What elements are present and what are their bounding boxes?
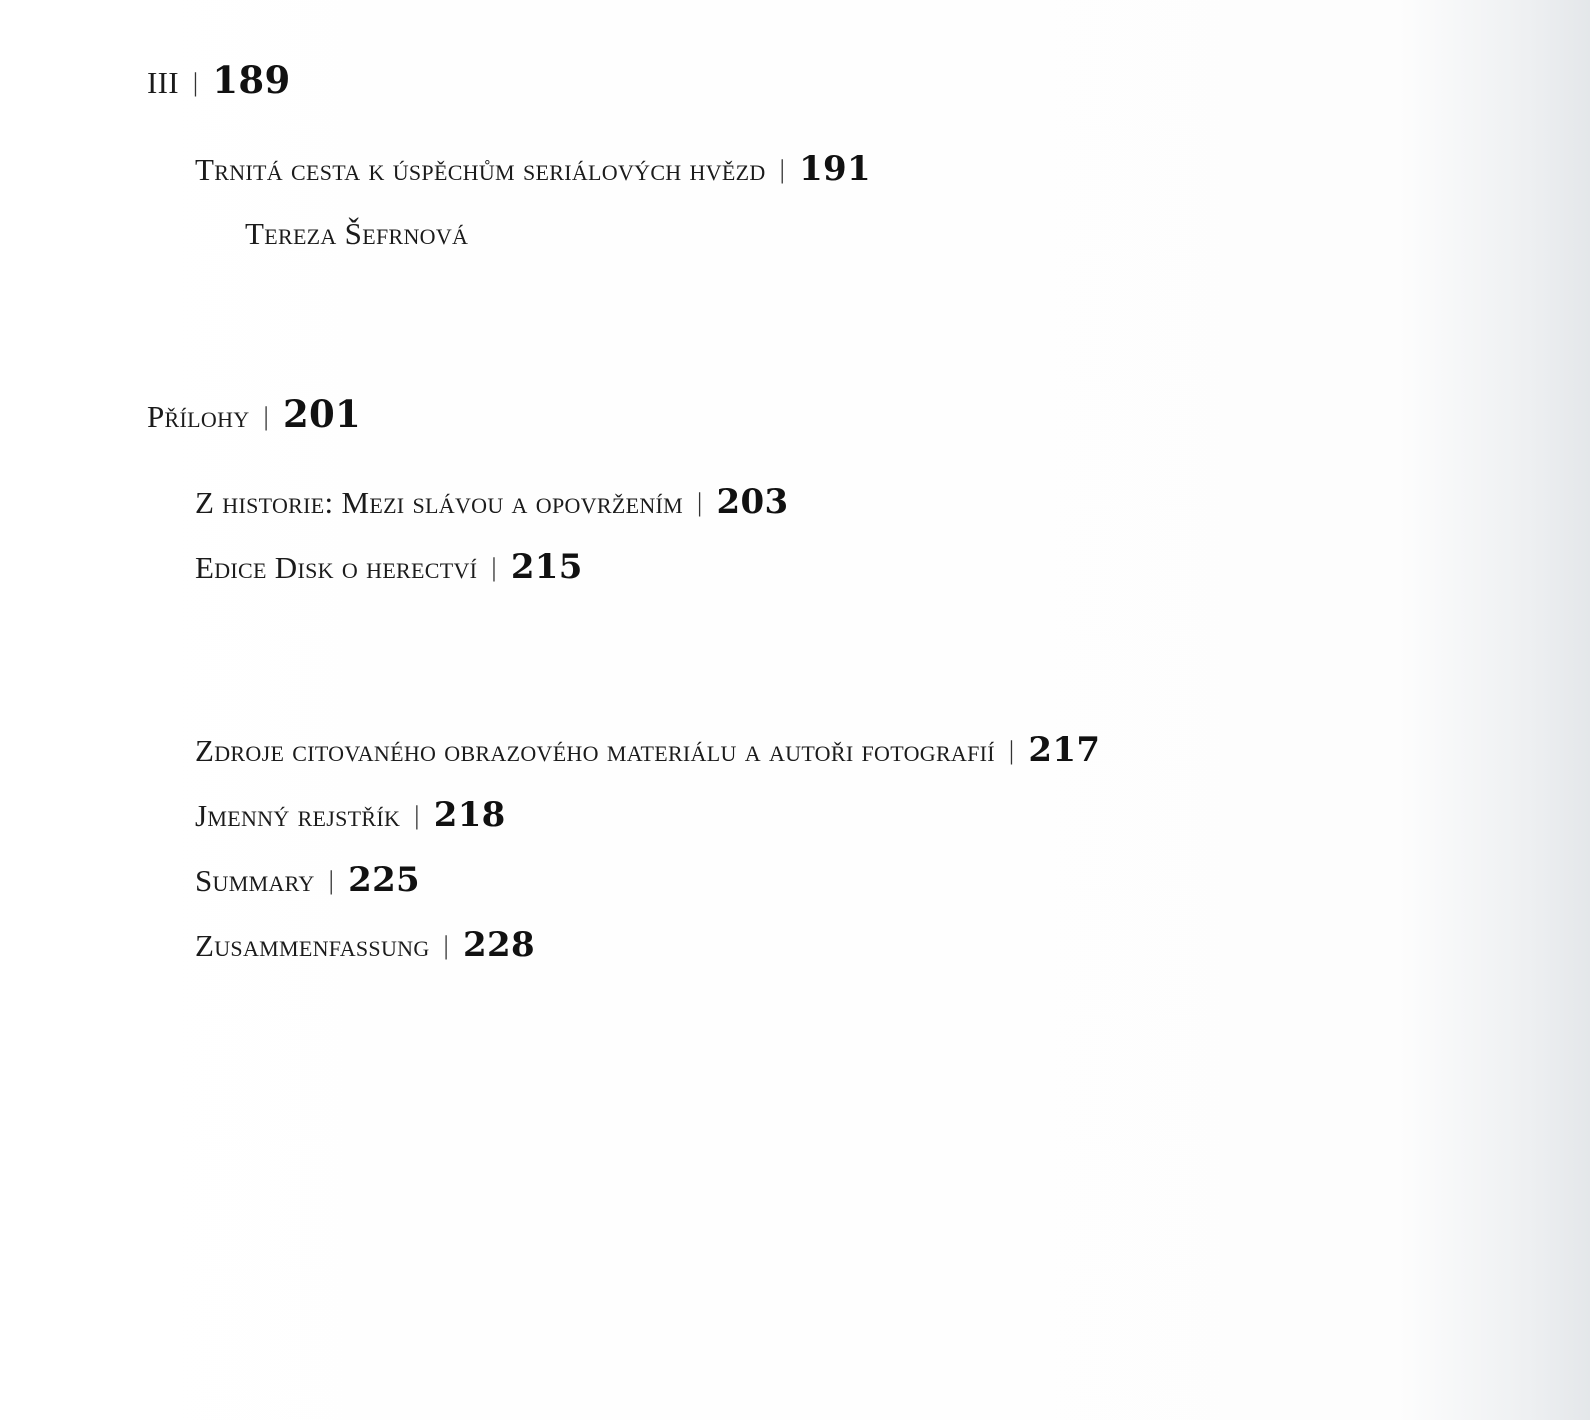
- toc-entry: Jmenný rejstřík | 218: [195, 795, 506, 838]
- toc-author-name: Tereza Šefrnová: [245, 216, 469, 251]
- toc-page-number: 215: [510, 547, 583, 587]
- separator: |: [779, 155, 786, 184]
- separator: |: [1008, 736, 1015, 765]
- toc-title: Edice Disk o herectví: [195, 550, 478, 585]
- toc-entry: Z historie: Mezi slávou a opovržením | 203: [195, 482, 788, 525]
- toc-entry: Zdroje citovaného obrazového materiálu a…: [195, 730, 1100, 773]
- toc-title: Přílohy: [147, 399, 250, 434]
- toc-title: Zusammenfassung: [195, 928, 430, 963]
- toc-page-number: 189: [212, 58, 291, 102]
- separator: |: [192, 68, 199, 97]
- toc-author: Tereza Šefrnová: [245, 214, 468, 254]
- toc-title: Jmenný rejstřík: [195, 798, 401, 833]
- toc-title: III: [147, 65, 179, 100]
- separator: |: [328, 866, 335, 895]
- toc-page-number: 191: [799, 149, 871, 189]
- separator: |: [414, 801, 420, 830]
- separator: |: [697, 488, 703, 517]
- separator: |: [263, 402, 269, 431]
- toc-page-number: 203: [716, 482, 789, 522]
- toc-entry: Summary | 225: [195, 860, 420, 903]
- toc-entry: Zusammenfassung | 228: [195, 925, 535, 968]
- toc-part-heading: Přílohy | 201: [147, 394, 361, 439]
- toc-title: Zdroje citovaného obrazového materiálu a…: [195, 733, 995, 768]
- separator: |: [443, 931, 450, 960]
- toc-title: Z historie: Mezi slávou a opovržením: [195, 485, 684, 520]
- toc-page-number: 201: [282, 392, 362, 436]
- toc-entry: Trnitá cesta k úspěchům seriálových hvěz…: [195, 149, 871, 192]
- toc-entry: Edice Disk o herectví | 215: [195, 547, 583, 590]
- toc-page-number: 228: [463, 925, 535, 965]
- toc-page-number: 225: [348, 860, 420, 900]
- toc-title: Summary: [195, 863, 315, 898]
- toc-title: Trnitá cesta k úspěchům seriálových hvěz…: [195, 152, 766, 187]
- toc-part-heading: III | 189: [147, 60, 291, 105]
- toc-page-number: 217: [1028, 730, 1101, 770]
- toc-page-number: 218: [433, 795, 506, 835]
- separator: |: [491, 553, 497, 582]
